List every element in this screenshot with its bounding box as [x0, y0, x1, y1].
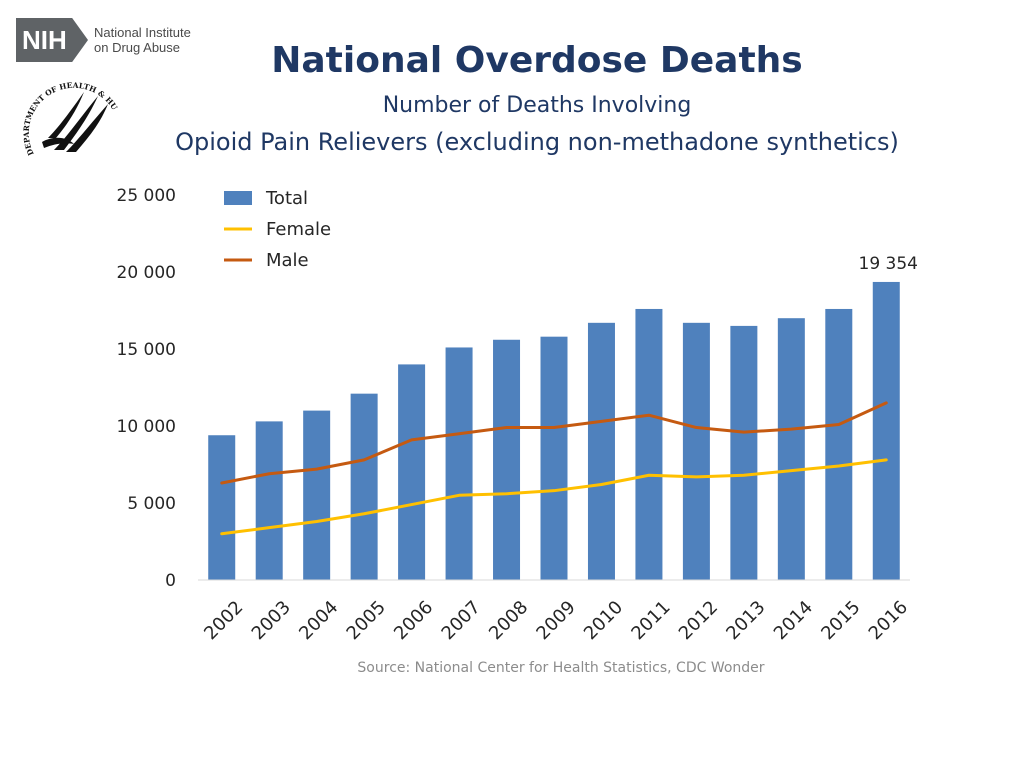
- x-tick-label: 2007: [438, 597, 485, 644]
- bar-total-2009: [540, 336, 568, 580]
- x-tick-label: 2016: [865, 597, 912, 644]
- legend-label-female: Female: [266, 219, 331, 240]
- nih-institute-line2: on Drug Abuse: [94, 40, 181, 55]
- x-tick-label: 2011: [627, 597, 674, 644]
- subtitle-line2: Opioid Pain Relievers (excluding non-met…: [175, 128, 899, 156]
- x-tick-label: 2008: [485, 597, 532, 644]
- bars-total: [208, 281, 900, 580]
- nih-logo: NIH National Institute on Drug Abuse: [16, 18, 191, 62]
- y-tick-label: 20 000: [117, 263, 176, 283]
- hhs-seal-icon: DEPARTMENT OF HEALTH & HUMAN SERVICES · …: [14, 72, 118, 157]
- nih-badge: NIH: [16, 18, 88, 62]
- data-label: 19 354: [859, 254, 918, 274]
- bar-total-2011: [635, 308, 663, 580]
- bar-total-2015: [825, 308, 853, 580]
- bar-total-2003: [255, 421, 283, 580]
- bar-total-2012: [682, 322, 710, 580]
- y-tick-label: 25 000: [117, 186, 176, 206]
- legend-swatch-total: [224, 191, 252, 205]
- x-tick-label: 2012: [675, 597, 722, 644]
- y-tick-label: 15 000: [117, 340, 176, 360]
- bar-total-2010: [587, 322, 615, 580]
- legend-label-total: Total: [265, 188, 308, 209]
- x-tick-label: 2003: [248, 597, 295, 644]
- line-female: [220, 458, 888, 536]
- x-tick-label: 2013: [722, 597, 769, 644]
- x-tick-label: 2006: [390, 597, 437, 644]
- subtitle-line1: Number of Deaths Involving: [382, 93, 692, 118]
- x-tick-label: 2014: [770, 597, 817, 644]
- x-tick-label: 2002: [200, 597, 247, 644]
- x-axis: 2002 2003 2004 2005 2006 2007 2008 2009 2010 2011…: [200, 597, 912, 644]
- bar-total-2004: [303, 410, 331, 580]
- y-tick-label: 0: [165, 571, 176, 591]
- data-labels: 19 354: [859, 254, 918, 274]
- x-tick-label: 2009: [532, 597, 579, 644]
- x-tick-label: 2015: [817, 597, 864, 644]
- bar-total-2006: [398, 364, 426, 580]
- nih-institute-line1: National Institute: [94, 25, 191, 40]
- page-title: National Overdose Deaths: [271, 40, 803, 81]
- bar-total-2013: [730, 325, 758, 580]
- bar-total-2005: [350, 393, 378, 580]
- x-tick-label: 2010: [580, 597, 627, 644]
- bar-total-2014: [777, 318, 805, 580]
- legend: Total Female Male: [224, 188, 331, 271]
- y-tick-label: 10 000: [117, 417, 176, 437]
- legend-label-male: Male: [266, 250, 309, 271]
- nih-institute-name: National Institute on Drug Abuse: [94, 25, 191, 55]
- bar-total-2016: [872, 281, 900, 580]
- bar-total-2007: [445, 347, 473, 580]
- y-axis: 0 5 000 10 000 15 000 20 000 25 000: [117, 186, 176, 591]
- bar-total-2002: [208, 435, 236, 580]
- source-note: Source: National Center for Health Stati…: [357, 660, 765, 676]
- y-tick-label: 5 000: [127, 494, 176, 514]
- x-tick-label: 2005: [343, 597, 390, 644]
- x-tick-label: 2004: [295, 597, 342, 644]
- bar-total-2008: [493, 339, 521, 580]
- lines: [220, 401, 888, 536]
- line-male: [220, 401, 888, 485]
